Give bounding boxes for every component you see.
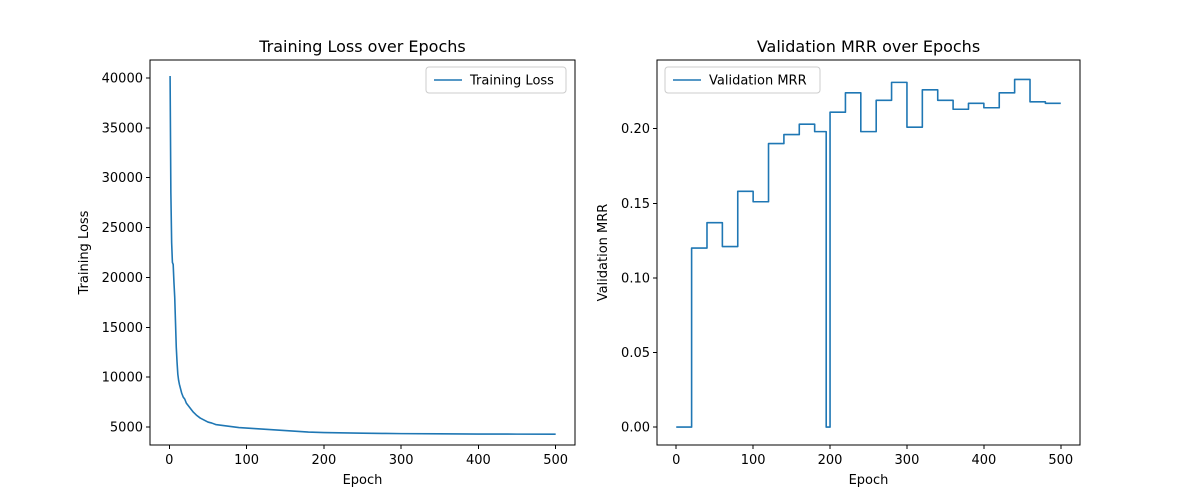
series-line-0 — [169, 75, 556, 436]
x-tick-label: 100 — [741, 453, 766, 468]
series-line-0 — [676, 78, 1061, 428]
y-tick-label: 15000 — [102, 321, 143, 336]
plot-frame — [656, 59, 1081, 446]
legend-label: Training Loss — [469, 74, 554, 89]
x-tick-label: 100 — [234, 453, 259, 468]
x-tick-label: 0 — [165, 453, 173, 468]
x-tick-label: 500 — [543, 453, 568, 468]
y-tick-label: 0.20 — [621, 122, 650, 137]
y-axis-label: Validation MRR — [596, 204, 611, 302]
y-tick-label: 10000 — [102, 371, 143, 386]
training-loss-chart: 0 100 200 300 400 500 5000 10000 15000 20000 25000… — [77, 37, 576, 488]
x-tick-label: 500 — [1048, 453, 1073, 468]
chart-title: Training Loss over Epochs — [258, 37, 466, 56]
y-tick-label: 35000 — [102, 121, 143, 136]
x-tick-label: 300 — [389, 453, 414, 468]
y-tick-label: 5000 — [110, 421, 143, 436]
x-axis-label: Epoch — [343, 473, 383, 488]
plot-frame — [149, 59, 576, 446]
legend-box — [664, 66, 821, 94]
y-tick-label: 20000 — [102, 271, 143, 286]
y-axis-label: Training Loss — [77, 210, 92, 295]
x-tick-label: 400 — [466, 453, 491, 468]
x-tick-label: 200 — [311, 453, 336, 468]
y-tick-label: 0.10 — [621, 271, 650, 286]
x-axis-label: Epoch — [849, 473, 889, 488]
chart-title: Validation MRR over Epochs — [757, 37, 980, 56]
x-tick-label: 0 — [672, 453, 680, 468]
y-tick-label: 25000 — [102, 221, 143, 236]
legend: Training Loss — [425, 66, 567, 94]
legend-label: Validation MRR — [709, 74, 807, 89]
legend-box — [425, 66, 567, 94]
x-tick-label: 200 — [818, 453, 843, 468]
y-tick-label: 0.15 — [621, 197, 650, 212]
y-tick-label: 40000 — [102, 71, 143, 86]
x-tick-label: 300 — [895, 453, 920, 468]
y-tick-label: 0.05 — [621, 346, 650, 361]
legend: Validation MRR — [664, 66, 821, 94]
x-tick-label: 400 — [971, 453, 996, 468]
y-tick-label: 30000 — [102, 171, 143, 186]
y-tick-label: 0.00 — [621, 421, 650, 436]
validation-mrr-chart: 0 100 200 300 400 500 0.00 0.05 0.10 0.15 0.20 Vali… — [596, 37, 1081, 488]
